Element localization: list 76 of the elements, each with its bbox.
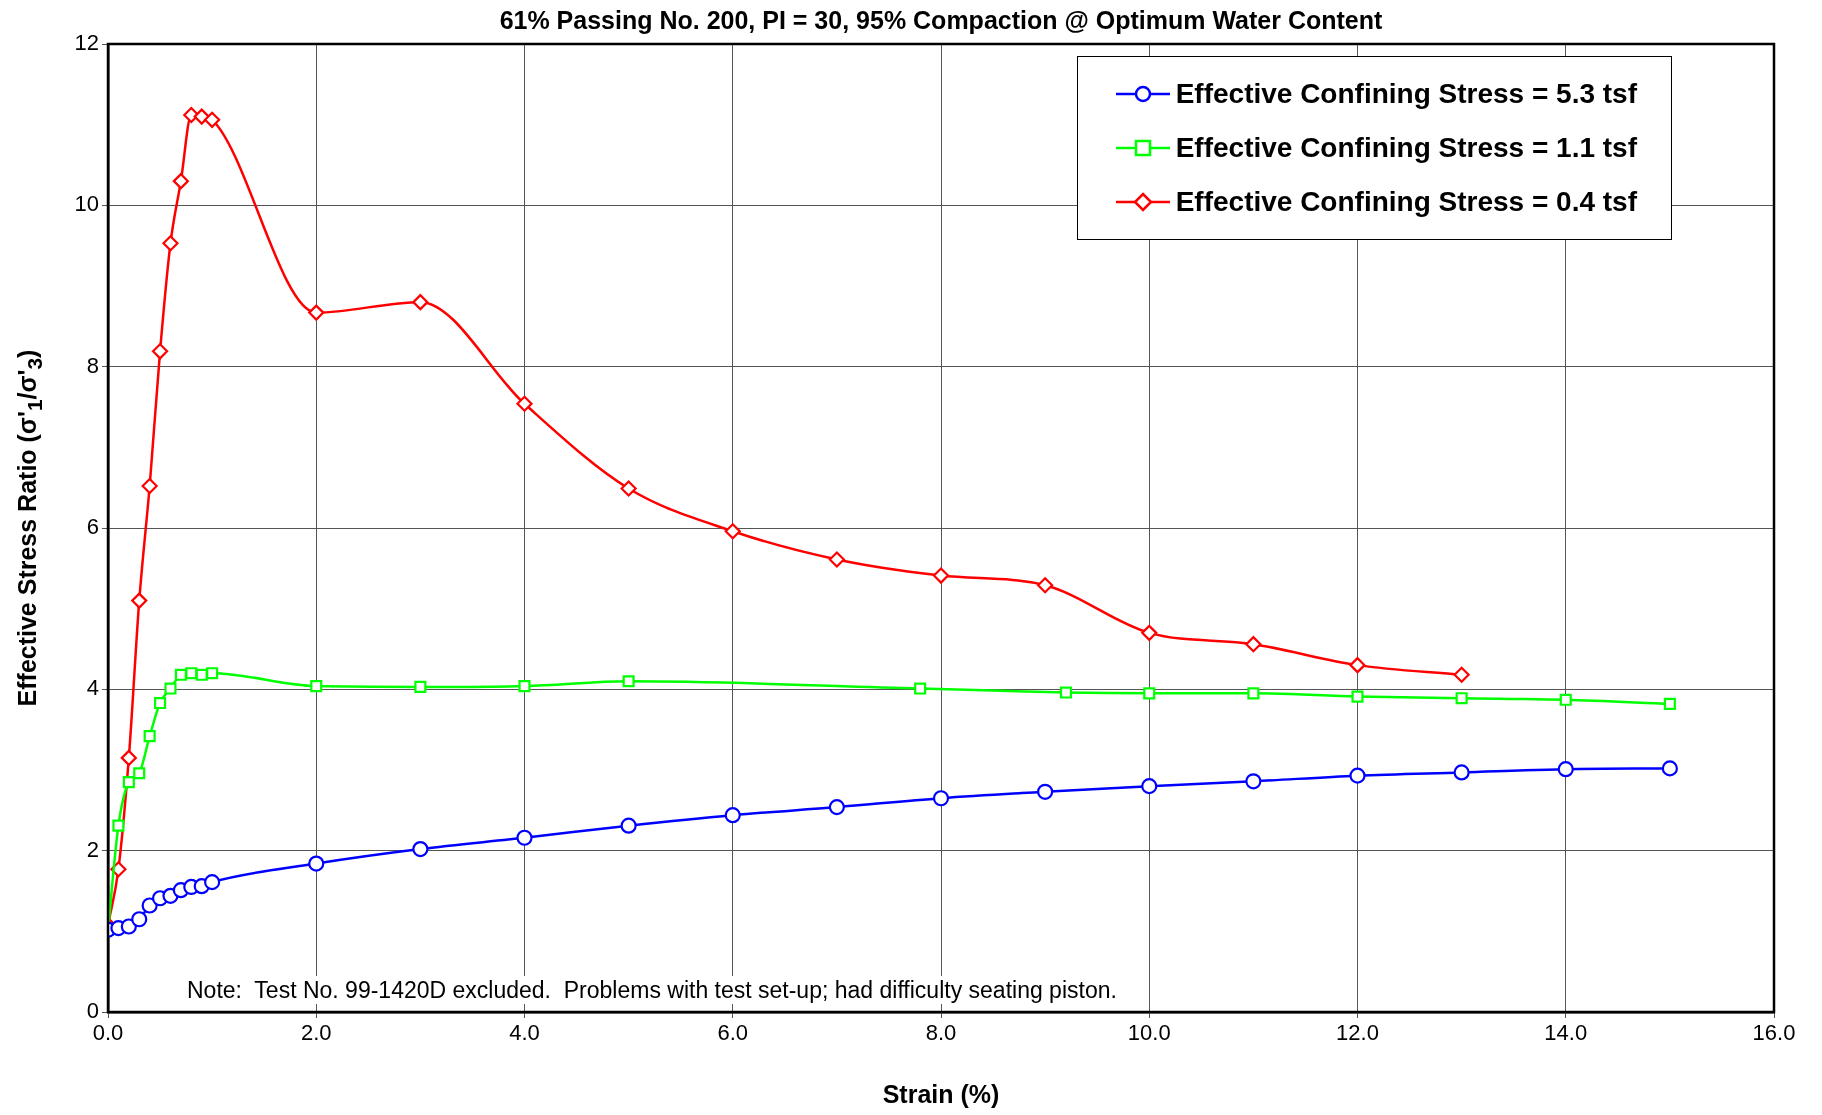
x-tick-label: 10.0 xyxy=(1127,1020,1171,1046)
chart-title: 61% Passing No. 200, PI = 30, 95% Compaction @ Optimum Water Content xyxy=(498,6,1384,35)
point xyxy=(1351,690,1364,703)
point xyxy=(206,667,219,680)
y-tick-label: 2 xyxy=(86,836,99,862)
point xyxy=(1247,687,1260,700)
point xyxy=(141,477,158,495)
point xyxy=(1037,577,1054,594)
point xyxy=(1037,783,1054,800)
point xyxy=(193,108,210,125)
point xyxy=(1245,773,1262,790)
point xyxy=(518,680,531,693)
x-tick-label: 8.0 xyxy=(925,1020,957,1046)
point xyxy=(1557,761,1574,778)
point xyxy=(914,682,927,695)
point xyxy=(1143,687,1156,700)
point xyxy=(620,817,637,834)
point xyxy=(1349,657,1366,674)
point xyxy=(162,235,179,252)
point xyxy=(622,675,635,688)
point xyxy=(164,682,177,695)
point xyxy=(932,790,950,807)
point xyxy=(172,173,189,190)
point xyxy=(120,749,137,766)
point xyxy=(1663,697,1676,710)
point xyxy=(620,480,637,497)
point xyxy=(1059,686,1072,699)
legend-label: Effective Confining Stress = 1.1 tsf xyxy=(1175,132,1637,164)
point xyxy=(1141,624,1158,641)
y-tick-label: 6 xyxy=(86,514,99,540)
point xyxy=(828,799,845,816)
point xyxy=(724,523,741,540)
x-tick-label: 6.0 xyxy=(717,1020,749,1046)
point xyxy=(1455,692,1468,705)
point xyxy=(143,730,156,743)
legend-label: Effective Confining Stress = 5.3 tsf xyxy=(1175,78,1637,110)
point xyxy=(828,551,845,568)
x-tick-label: 14.0 xyxy=(1544,1020,1588,1046)
point xyxy=(310,680,323,693)
y-tick-label: 10 xyxy=(74,191,99,217)
point xyxy=(412,294,429,311)
point xyxy=(122,776,135,789)
point xyxy=(204,111,221,128)
point xyxy=(1141,778,1158,795)
point xyxy=(1349,767,1366,784)
point xyxy=(204,874,221,891)
legend-label: Effective Confining Stress = 0.4 tsf xyxy=(1175,186,1637,218)
point xyxy=(412,840,429,858)
annotation: Note: Test No. 99-1420D excluded. Problems with test set-up; had difficulty seating piston. xyxy=(187,977,1117,1003)
point xyxy=(131,911,148,928)
y-tick-label: 4 xyxy=(86,675,99,701)
point xyxy=(131,592,148,609)
point xyxy=(932,567,950,584)
point xyxy=(1661,760,1678,777)
y-tick-label: 12 xyxy=(74,30,99,56)
point xyxy=(1453,666,1470,683)
point xyxy=(724,807,741,824)
point xyxy=(151,343,169,360)
point xyxy=(154,697,167,710)
point xyxy=(1559,693,1572,706)
point xyxy=(133,767,146,780)
x-axis-title: Strain (%) xyxy=(881,1080,1001,1109)
point xyxy=(516,395,533,412)
point xyxy=(308,855,325,872)
point xyxy=(308,304,325,321)
point xyxy=(185,667,198,680)
x-tick-label: 4.0 xyxy=(509,1020,540,1046)
point xyxy=(1245,636,1262,653)
x-tick-label: 16.0 xyxy=(1752,1020,1796,1046)
point xyxy=(414,680,427,693)
x-tick-label: 12.0 xyxy=(1336,1020,1379,1046)
point xyxy=(112,819,125,832)
point xyxy=(516,829,533,846)
point xyxy=(1453,764,1470,781)
x-tick-label: 2.0 xyxy=(300,1020,332,1046)
y-tick-label: 8 xyxy=(86,352,99,378)
